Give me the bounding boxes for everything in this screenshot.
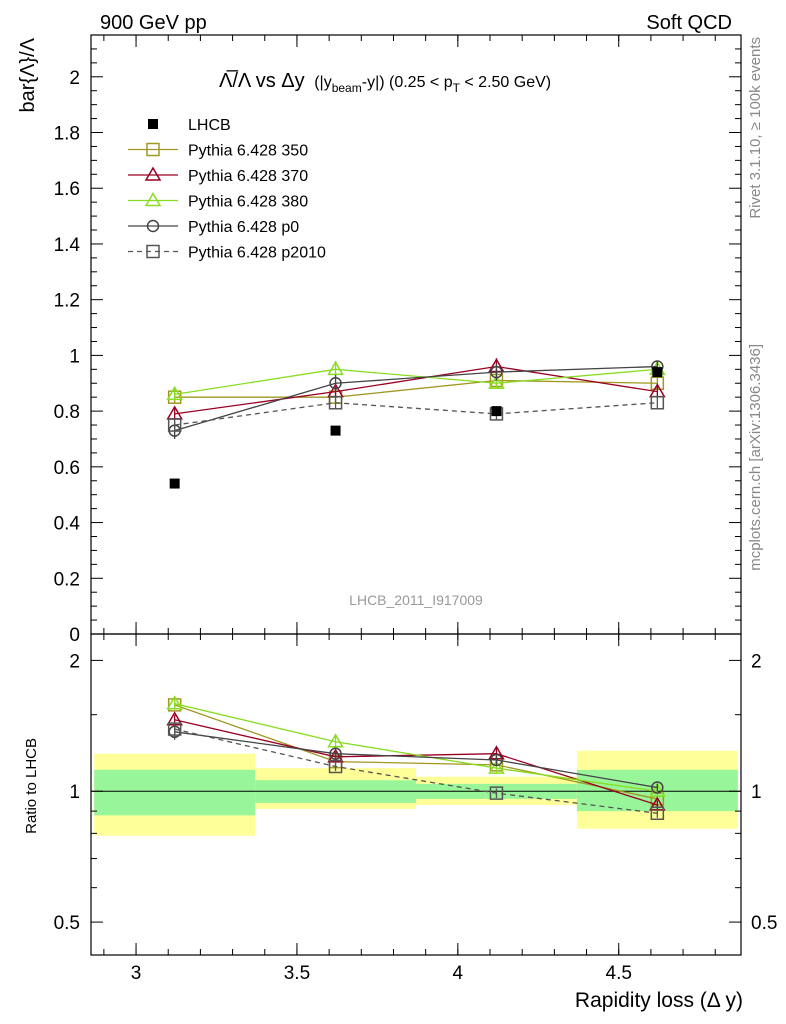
y-axis-label: bar{Λ}/Λ bbox=[17, 37, 39, 112]
y-tick-label: 0.8 bbox=[54, 402, 80, 423]
axes: 0 0.2 0.4 0.6 0.8 1 1.2 1.4 1.6 1.8 2 3 3.5 4 4.5 0.5 0.… bbox=[54, 34, 777, 984]
series-line-p0 bbox=[174, 365, 658, 432]
y-tick-label: 1.8 bbox=[54, 124, 80, 145]
y-tick-label: 0.6 bbox=[54, 458, 80, 479]
x-tick-label: 4.5 bbox=[606, 963, 632, 984]
point-p0 bbox=[490, 365, 503, 379]
legend-marker-p370 bbox=[144, 166, 162, 181]
ratio-point-p380 bbox=[327, 733, 344, 748]
point-p2010 bbox=[167, 418, 182, 432]
y-tick-label: 1.4 bbox=[54, 235, 81, 256]
title-sub-rest: -y|) (0.25 < p bbox=[362, 74, 453, 91]
legend-marker-p380 bbox=[144, 192, 162, 207]
analysis-label: LHCB_2011_I917009 bbox=[349, 592, 483, 608]
title-sub-end: < 2.50 GeV) bbox=[460, 74, 551, 91]
ratio-point-p2010 bbox=[650, 806, 665, 820]
point-lhcb bbox=[491, 406, 502, 417]
legend: LHCB Pythia 6.428 350 Pythia 6.428 370 Pyth… bbox=[128, 117, 326, 262]
point-p380 bbox=[166, 385, 183, 401]
x-axis-label: Rapidity loss (Δ y) bbox=[575, 989, 743, 1012]
ratio-point-p0 bbox=[490, 753, 503, 767]
point-p0 bbox=[329, 377, 342, 390]
band-inner bbox=[94, 769, 256, 816]
legend-label-p350: Pythia 6.428 350 bbox=[188, 143, 308, 160]
header-left: 900 GeV pp bbox=[100, 12, 207, 34]
y-tick-label: 0.4 bbox=[54, 514, 81, 535]
ratio-tick-label-right: 1 bbox=[751, 782, 762, 803]
series-line-p2010 bbox=[174, 402, 658, 426]
header-right: Soft QCD bbox=[646, 12, 732, 34]
point-p380 bbox=[488, 374, 505, 390]
ratio-point-p380 bbox=[166, 695, 183, 710]
data-marks bbox=[166, 358, 666, 820]
legend-marker-p0 bbox=[146, 219, 160, 233]
point-lhcb bbox=[330, 425, 341, 436]
ratio-line-p0 bbox=[174, 731, 658, 789]
point-p2010 bbox=[328, 396, 343, 410]
y-tick-label: 0.2 bbox=[54, 569, 80, 590]
legend-label-p0: Pythia 6.428 p0 bbox=[188, 219, 299, 236]
ratio-frame bbox=[90, 633, 742, 956]
series-line-p380 bbox=[174, 368, 658, 396]
y-tick-label: 1 bbox=[69, 346, 80, 367]
series-line-p370 bbox=[174, 365, 658, 415]
title-sub-beam: beam bbox=[332, 81, 362, 95]
ratio-tick-label-right: 0.5 bbox=[751, 913, 777, 934]
mcplots-label: mcplots.cern.ch [arXiv:1306.3436] bbox=[747, 344, 764, 571]
title-main: Λ̅/Λ vs Δy bbox=[219, 69, 305, 92]
title-sub: (|y bbox=[314, 74, 331, 91]
legend-marker-lhcb bbox=[148, 119, 158, 129]
ratio-y-axis-label: Ratio to LHCB bbox=[23, 738, 40, 834]
y-tick-label: 2 bbox=[69, 68, 80, 89]
ratio-line-p380 bbox=[174, 703, 658, 792]
y-tick-label: 1.6 bbox=[54, 179, 80, 200]
point-lhcb bbox=[652, 367, 663, 378]
plot-title: Λ̅/Λ vs Δy (|ybeam-y|) (0.25 < pT < 2.50… bbox=[219, 69, 551, 95]
ratio-point-p370 bbox=[327, 748, 344, 763]
ratio-line-p350 bbox=[174, 704, 658, 800]
ratio-line-p2010 bbox=[174, 728, 658, 814]
y-tick-label: 0 bbox=[69, 625, 80, 646]
point-p380 bbox=[327, 360, 344, 376]
legend-label-p370: Pythia 6.428 370 bbox=[188, 168, 308, 185]
rivet-version-label: Rivet 3.1.10, ≥ 100k events bbox=[747, 37, 764, 219]
legend-marker-p350 bbox=[146, 142, 160, 157]
ratio-point-p2010 bbox=[167, 722, 182, 736]
point-p2010 bbox=[650, 396, 665, 410]
ratio-point-p380 bbox=[649, 782, 666, 797]
ratio-point-p380 bbox=[488, 759, 505, 774]
ratio-point-p0 bbox=[651, 781, 664, 794]
ratio-point-p0 bbox=[329, 747, 342, 760]
x-tick-label: 3 bbox=[131, 963, 142, 984]
ratio-tick-label-right: 2 bbox=[751, 651, 762, 672]
x-tick-label: 3.5 bbox=[284, 963, 310, 984]
y-tick-label: 1.2 bbox=[54, 291, 80, 312]
ratio-tick-label: 1 bbox=[69, 782, 80, 803]
legend-label-p2010: Pythia 6.428 p2010 bbox=[188, 245, 326, 262]
legend-label-lhcb: LHCB bbox=[188, 117, 231, 134]
ratio-tick-label: 2 bbox=[69, 651, 80, 672]
legend-label-p380: Pythia 6.428 380 bbox=[188, 194, 308, 211]
legend-marker-p2010 bbox=[146, 244, 160, 259]
x-tick-label: 4 bbox=[453, 963, 464, 984]
title-sub-t: T bbox=[453, 81, 461, 95]
ratio-tick-label: 0.5 bbox=[54, 913, 80, 934]
ratio-point-p2010 bbox=[489, 786, 504, 800]
ratio-point-p2010 bbox=[328, 759, 343, 774]
point-lhcb bbox=[169, 478, 180, 489]
series-line-p350 bbox=[174, 379, 658, 398]
